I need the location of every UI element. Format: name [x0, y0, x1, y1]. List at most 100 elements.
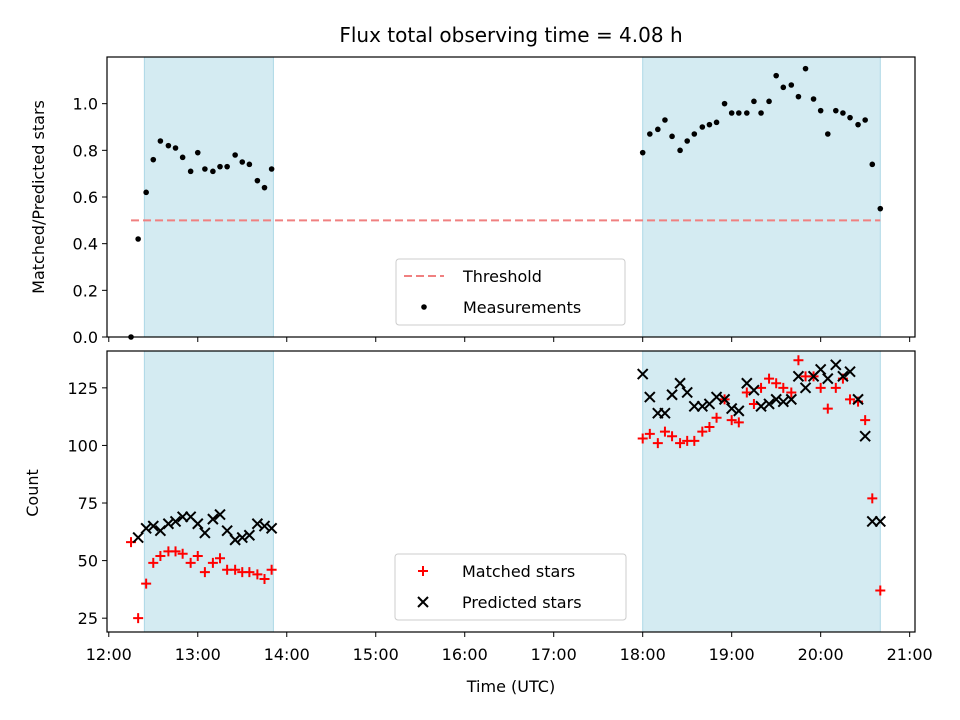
- data-point: [699, 124, 706, 130]
- x-tick-label: 19:00: [709, 645, 755, 664]
- data-point: [265, 522, 278, 535]
- y-axis-label-ratio: Matched/Predicted stars: [29, 100, 48, 294]
- data-point: [221, 524, 233, 537]
- legend-frame: [395, 258, 626, 326]
- data-point: [847, 114, 853, 121]
- data-point: [721, 100, 728, 107]
- data-point: [637, 433, 648, 444]
- data-point: [875, 585, 886, 596]
- series-matched-stars: [126, 355, 886, 624]
- data-point: [822, 403, 833, 414]
- data-point: [696, 400, 709, 412]
- data-point: [141, 578, 152, 589]
- data-point: [259, 574, 270, 585]
- data-point: [155, 550, 166, 561]
- data-point: [647, 131, 653, 137]
- data-point: [751, 98, 757, 105]
- legend-handle: [421, 304, 427, 310]
- data-point: [140, 522, 152, 535]
- x-tick-label: 21:00: [887, 645, 933, 664]
- data-point: [662, 117, 668, 123]
- y-tick-label: 125: [67, 379, 98, 398]
- data-point: [756, 382, 767, 393]
- data-point: [748, 384, 760, 396]
- data-point: [192, 518, 204, 530]
- data-point: [741, 387, 752, 398]
- data-point: [177, 548, 188, 559]
- legend: Threshold Measurements: [395, 258, 626, 326]
- legend-label: Predicted stars: [462, 593, 582, 612]
- x-tick-label: 18:00: [620, 645, 666, 664]
- data-point: [659, 426, 670, 437]
- data-point: [706, 121, 713, 128]
- data-point: [770, 393, 782, 406]
- data-point: [185, 557, 196, 568]
- data-point: [830, 359, 842, 371]
- series-predicted-stars: [132, 359, 887, 546]
- y-tick-label: 75: [78, 494, 98, 513]
- shaded-interval-1: [143, 350, 274, 633]
- data-point: [268, 166, 275, 172]
- data-point: [859, 430, 871, 442]
- data-point: [232, 152, 238, 158]
- data-point: [755, 400, 767, 412]
- data-point: [713, 119, 720, 126]
- data-point: [691, 131, 698, 137]
- data-point: [669, 133, 675, 140]
- x-axis-label: Time (UTC): [466, 677, 555, 696]
- y-tick-label: 0.6: [73, 188, 98, 207]
- data-point: [780, 84, 787, 91]
- data-point: [230, 564, 241, 575]
- data-point: [810, 96, 817, 102]
- data-point: [845, 394, 856, 405]
- legend-label: Matched stars: [462, 562, 575, 581]
- ratio-panel: 0.0 0.2 0.4 0.6 0.8 1.0 Threshold Measurements: [73, 56, 916, 347]
- legend-frame: [394, 553, 627, 621]
- data-point: [725, 402, 738, 415]
- data-point: [874, 515, 887, 528]
- data-point: [217, 163, 223, 170]
- data-point: [162, 518, 175, 530]
- data-point: [855, 121, 861, 128]
- data-point: [799, 382, 812, 394]
- x-tick-label: 16:00: [442, 645, 488, 664]
- data-point: [644, 428, 655, 439]
- data-point: [639, 149, 646, 156]
- data-point: [666, 389, 678, 401]
- data-point: [764, 373, 775, 384]
- data-point: [824, 131, 831, 137]
- data-point: [229, 534, 241, 546]
- data-point: [194, 149, 201, 156]
- data-point: [785, 393, 798, 406]
- data-point: [840, 110, 846, 116]
- shaded-interval-1: [143, 56, 274, 338]
- data-point: [150, 156, 157, 163]
- data-point: [793, 355, 804, 366]
- data-point: [655, 126, 661, 133]
- data-point: [815, 382, 826, 393]
- shaded-interval-2: [642, 56, 881, 338]
- data-point: [258, 520, 271, 532]
- data-point: [199, 527, 211, 539]
- data-point: [867, 493, 878, 504]
- data-point: [771, 378, 782, 389]
- y-tick-label: 100: [67, 436, 98, 455]
- data-point: [862, 117, 868, 123]
- data-point: [837, 370, 849, 383]
- data-point: [802, 65, 809, 72]
- data-point: [157, 138, 164, 144]
- data-point: [822, 372, 834, 385]
- data-point: [251, 518, 264, 530]
- data-point: [239, 159, 246, 165]
- data-point: [165, 142, 172, 149]
- data-point: [833, 107, 839, 114]
- data-point: [744, 110, 750, 116]
- data-point: [766, 98, 772, 105]
- data-point: [659, 407, 671, 419]
- data-point: [844, 366, 856, 378]
- data-point: [711, 412, 722, 423]
- shaded-interval-2: [642, 350, 881, 633]
- y-tick-label: 0.0: [73, 328, 98, 347]
- data-point: [788, 82, 795, 88]
- data-point: [677, 147, 683, 154]
